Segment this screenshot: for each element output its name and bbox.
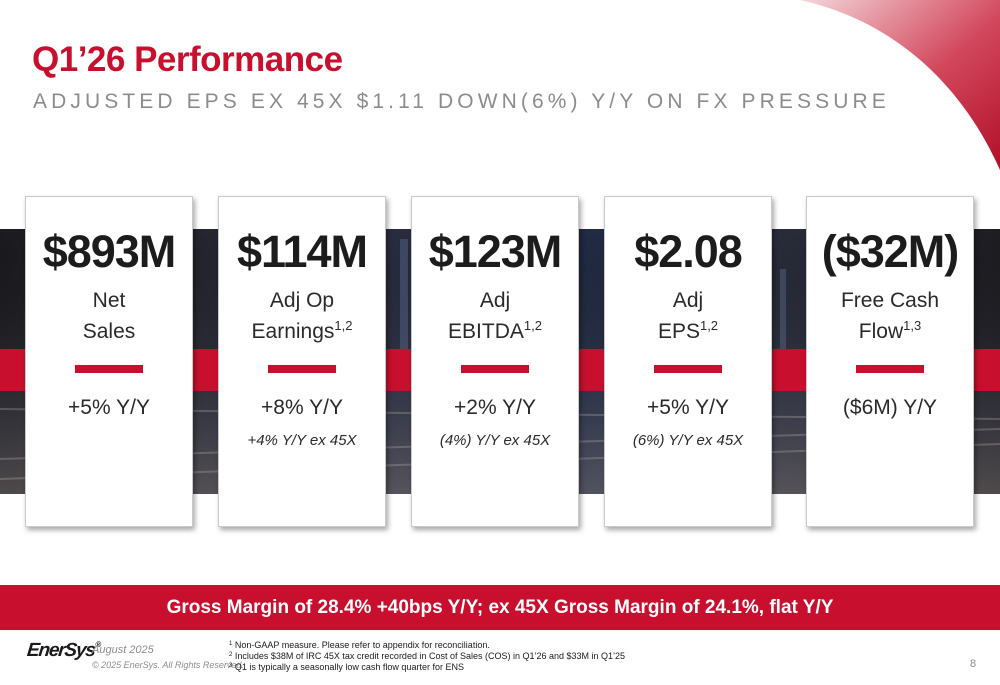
kpi-footnote-ref: 1,2	[334, 318, 353, 333]
corner-swoosh-graphic	[800, 0, 1000, 170]
kpi-label-line2: EBITDA	[448, 320, 524, 343]
kpi-divider	[856, 365, 924, 373]
kpi-sub-change: +4% Y/Y ex 45X	[247, 432, 357, 449]
kpi-value: $114M	[236, 226, 368, 277]
footnote-3: 3 Q1 is typically a seasonally low cash …	[229, 662, 625, 673]
footnotes: 1 Non-GAAP measure. Please refer to appe…	[229, 640, 625, 673]
kpi-label-line2: EPS	[657, 320, 700, 343]
gross-margin-banner: Gross Margin of 28.4% +40bps Y/Y; ex 45X…	[0, 585, 1000, 630]
kpi-change: +2% Y/Y	[454, 396, 536, 419]
footnote-number: 1	[229, 641, 233, 647]
kpi-change: ($6M) Y/Y	[842, 396, 938, 419]
kpi-label-line2: Sales	[82, 320, 136, 343]
kpi-label-line1: Adj	[672, 289, 704, 312]
kpi-label-line1: Free Cash	[840, 289, 940, 312]
page-subtitle: ADJUSTED EPS EX 45X $1.11 DOWN(6%) Y/Y O…	[33, 90, 890, 113]
kpi-label-line1: Adj Op	[269, 289, 335, 312]
kpi-card-adj-ebitda: $123M Adj EBITDA1,2 +2% Y/Y (4%) Y/Y ex …	[411, 196, 579, 527]
footnote-number: 3	[229, 663, 233, 669]
kpi-card-free-cash-flow: ($32M) Free Cash Flow1,3 ($6M) Y/Y	[806, 196, 974, 527]
kpi-divider	[461, 365, 529, 373]
kpi-value: $893M	[42, 226, 177, 277]
footer-date: August 2025	[92, 644, 154, 656]
kpi-footnote-ref: 1,2	[699, 318, 719, 333]
page-number: 8	[970, 658, 977, 670]
kpi-label-line2: Flow	[858, 320, 904, 343]
kpi-label-line1: Net	[92, 289, 126, 312]
kpi-value: $2.08	[634, 226, 743, 277]
kpi-label-line1: Adj	[479, 289, 511, 312]
kpi-card-net-sales: $893M Net Sales +5% Y/Y	[25, 196, 193, 527]
enersys-logo: EnerSys®	[26, 640, 101, 662]
footnote-text: Q1 is typically a seasonally low cash fl…	[234, 662, 464, 672]
footer-copyright: © 2025 EnerSys. All Rights Reserved.	[92, 660, 244, 670]
footnote-text: Non-GAAP measure. Please refer to append…	[234, 640, 490, 650]
kpi-divider	[654, 365, 722, 373]
kpi-footnote-ref: 1,3	[903, 318, 922, 333]
kpi-label: Adj Op Earnings1,2	[219, 285, 385, 347]
kpi-label: Free Cash Flow1,3	[807, 285, 973, 347]
kpi-label: Net Sales	[26, 285, 192, 347]
kpi-change: +5% Y/Y	[68, 396, 150, 419]
footnote-number: 2	[229, 652, 233, 658]
kpi-divider	[75, 365, 143, 373]
logo-text: EnerSys	[25, 640, 96, 661]
footnote-2: 2 Includes $38M of IRC 45X tax credit re…	[229, 651, 625, 662]
kpi-sub-change: (6%) Y/Y ex 45X	[632, 432, 744, 449]
kpi-footnote-ref: 1,2	[523, 318, 542, 333]
kpi-value: $123M	[428, 226, 563, 277]
kpi-change: +8% Y/Y	[261, 396, 343, 419]
kpi-card-adj-op-earnings: $114M Adj Op Earnings1,2 +8% Y/Y +4% Y/Y…	[218, 196, 386, 527]
kpi-change: +5% Y/Y	[647, 396, 729, 419]
kpi-label: Adj EBITDA1,2	[412, 285, 578, 347]
kpi-value: ($32M)	[821, 226, 960, 277]
kpi-sub-change: (4%) Y/Y ex 45X	[439, 432, 551, 449]
kpi-label-line2: Earnings	[251, 320, 335, 343]
footnote-1: 1 Non-GAAP measure. Please refer to appe…	[229, 640, 625, 651]
page-title: Q1’26 Performance	[32, 40, 343, 79]
kpi-divider	[268, 365, 336, 373]
footnote-text: Includes $38M of IRC 45X tax credit reco…	[234, 651, 626, 661]
kpi-card-adj-eps: $2.08 Adj EPS1,2 +5% Y/Y (6%) Y/Y ex 45X	[604, 196, 772, 527]
kpi-label: Adj EPS1,2	[605, 285, 771, 347]
